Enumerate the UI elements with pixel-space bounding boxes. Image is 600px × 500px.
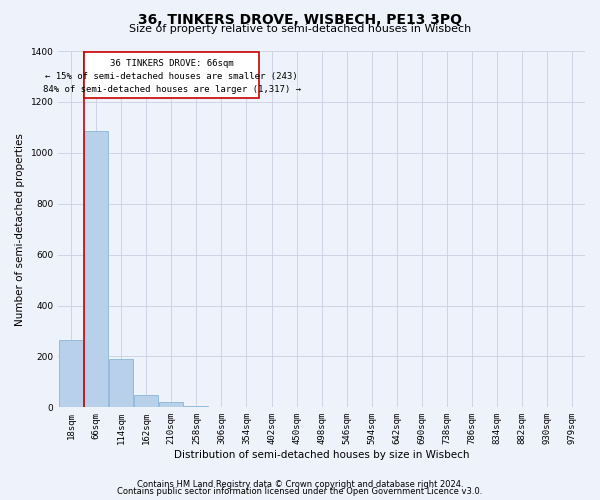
Text: Contains HM Land Registry data © Crown copyright and database right 2024.: Contains HM Land Registry data © Crown c… xyxy=(137,480,463,489)
Bar xyxy=(59,340,83,407)
Bar xyxy=(109,359,133,408)
X-axis label: Distribution of semi-detached houses by size in Wisbech: Distribution of semi-detached houses by … xyxy=(174,450,469,460)
Text: 36, TINKERS DROVE, WISBECH, PE13 3PQ: 36, TINKERS DROVE, WISBECH, PE13 3PQ xyxy=(138,12,462,26)
Text: Size of property relative to semi-detached houses in Wisbech: Size of property relative to semi-detach… xyxy=(129,24,471,34)
Bar xyxy=(160,402,183,407)
Bar xyxy=(209,407,233,408)
Bar xyxy=(84,131,108,407)
Y-axis label: Number of semi-detached properties: Number of semi-detached properties xyxy=(15,132,25,326)
Bar xyxy=(184,406,208,407)
FancyBboxPatch shape xyxy=(84,52,259,98)
Text: 36 TINKERS DROVE: 66sqm: 36 TINKERS DROVE: 66sqm xyxy=(110,58,233,68)
Bar xyxy=(134,396,158,407)
Text: Contains public sector information licensed under the Open Government Licence v3: Contains public sector information licen… xyxy=(118,488,482,496)
Text: ← 15% of semi-detached houses are smaller (243): ← 15% of semi-detached houses are smalle… xyxy=(45,72,298,80)
Text: 84% of semi-detached houses are larger (1,317) →: 84% of semi-detached houses are larger (… xyxy=(43,85,301,94)
